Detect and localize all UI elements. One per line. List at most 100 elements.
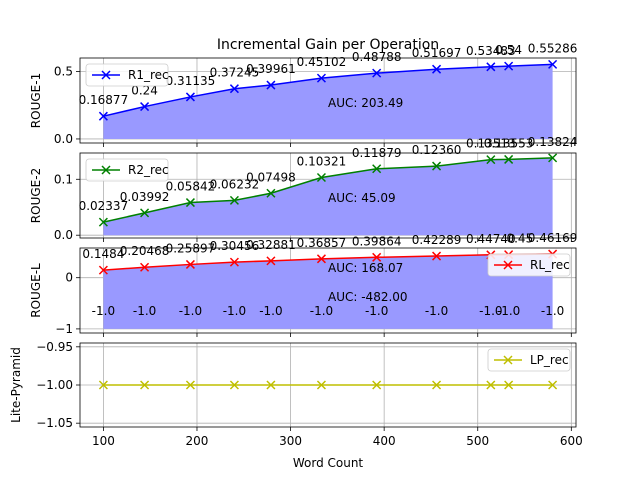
data-label: 0.31135	[166, 74, 216, 88]
legend: LP_rec	[487, 348, 571, 372]
auc-annotation: AUC: 203.49	[328, 96, 403, 110]
legend-label: LP_rec	[530, 353, 569, 367]
data-label: -1.0	[179, 304, 202, 318]
data-label: 0.54	[495, 43, 522, 57]
data-label: -1.0	[541, 304, 564, 318]
x-tick-label: 600	[560, 434, 583, 448]
y-tick-label: −1.00	[36, 378, 73, 392]
data-point	[140, 380, 150, 390]
auc-annotation: AUC: 45.09	[328, 191, 396, 205]
data-point	[185, 380, 195, 390]
x-tick-label: 400	[373, 434, 396, 448]
area-fill	[103, 157, 553, 236]
legend-box	[487, 253, 571, 277]
data-label: 0.13553	[484, 136, 534, 150]
data-point	[504, 380, 514, 390]
data-point	[486, 380, 496, 390]
legend: R2_rec	[85, 158, 169, 182]
data-point	[432, 64, 442, 74]
y-axis-label: ROUGE-2	[29, 168, 43, 223]
data-label: 0.39961	[246, 62, 296, 76]
data-point	[185, 259, 195, 269]
data-label: 0.05842	[166, 180, 216, 194]
auc-annotation: AUC: 168.07	[328, 261, 403, 275]
data-label: 0.39864	[352, 234, 402, 248]
data-point	[98, 380, 108, 390]
legend: R1_rec	[85, 63, 169, 87]
axes-frame	[79, 247, 577, 334]
y-tick-label: −0.95	[36, 340, 73, 354]
axes-frame	[79, 57, 577, 144]
x-tick-label: 100	[92, 434, 115, 448]
data-point	[316, 73, 326, 83]
panel-4: −1.05 −1.00 −0.95 100 200 300 400 500 600 Lite-Py…	[9, 340, 583, 448]
data-label: 0.36857	[297, 236, 347, 250]
data-label: -1.0	[259, 304, 282, 318]
y-axis-label: ROUGE-L	[29, 263, 43, 318]
data-point	[266, 256, 276, 266]
legend-box	[85, 63, 169, 87]
data-label: -1.0	[479, 304, 502, 318]
data-point	[316, 254, 326, 264]
data-label: 0.42289	[412, 233, 462, 247]
y-tick-label: −1.05	[36, 416, 73, 430]
legend-box	[85, 158, 169, 182]
legend-marker	[503, 355, 513, 365]
data-point	[432, 380, 442, 390]
data-label: 0.55286	[528, 41, 578, 55]
data-point	[432, 161, 442, 171]
data-label: 0.37245	[210, 66, 260, 80]
y-axis-label: Lite-Pyramid	[9, 347, 23, 423]
y-tick-label: 0.5	[54, 64, 73, 78]
data-point	[548, 380, 558, 390]
legend-label: R2_rec	[128, 163, 169, 177]
data-label: 0.46169	[528, 231, 578, 245]
area-fill	[103, 64, 553, 139]
data-label: 0.03992	[120, 190, 170, 204]
legend-marker	[101, 70, 111, 80]
data-point	[486, 62, 496, 72]
data-label: -1.0	[365, 304, 388, 318]
x-axis-label: Word Count	[293, 456, 364, 470]
data-point	[185, 92, 195, 102]
data-point	[140, 262, 150, 272]
data-point	[372, 164, 382, 174]
data-label: 0.07498	[246, 170, 296, 184]
y-tick-label: −1	[55, 322, 73, 336]
data-point	[266, 188, 276, 198]
data-point	[486, 155, 496, 165]
data-label: -1.0	[133, 304, 156, 318]
x-tick-label: 500	[466, 434, 489, 448]
data-point	[266, 80, 276, 90]
data-point	[316, 172, 326, 183]
data-label: 0.02337	[79, 199, 129, 213]
y-tick-label: 0	[65, 271, 73, 285]
panel-2: 0.023370.039920.058420.062320.074980.103…	[29, 135, 577, 242]
data-label: -1.0	[310, 304, 333, 318]
legend-label: R1_rec	[128, 68, 169, 82]
legend-marker	[503, 260, 513, 270]
data-point	[372, 68, 382, 78]
data-label: -1.0	[497, 304, 520, 318]
axes-frame	[79, 152, 577, 239]
data-point	[316, 380, 326, 390]
data-point	[140, 102, 150, 112]
data-point	[504, 154, 514, 164]
data-point	[229, 84, 239, 94]
data-label: 0.25897	[166, 241, 216, 255]
data-label: 0.53483	[466, 44, 516, 58]
legend: RL_rec	[487, 253, 571, 277]
data-point	[372, 252, 382, 262]
data-point	[185, 198, 195, 208]
legend-marker	[101, 165, 111, 175]
data-point	[140, 208, 150, 218]
data-label: 0.13513	[466, 137, 516, 151]
data-label: -1.0	[425, 304, 448, 318]
data-label: 0.32881	[246, 238, 296, 252]
legend-label: RL_rec	[530, 258, 570, 272]
data-label: 0.24	[131, 84, 158, 98]
data-label: 0.1484	[82, 247, 124, 261]
data-label: 0.16877	[79, 93, 129, 107]
